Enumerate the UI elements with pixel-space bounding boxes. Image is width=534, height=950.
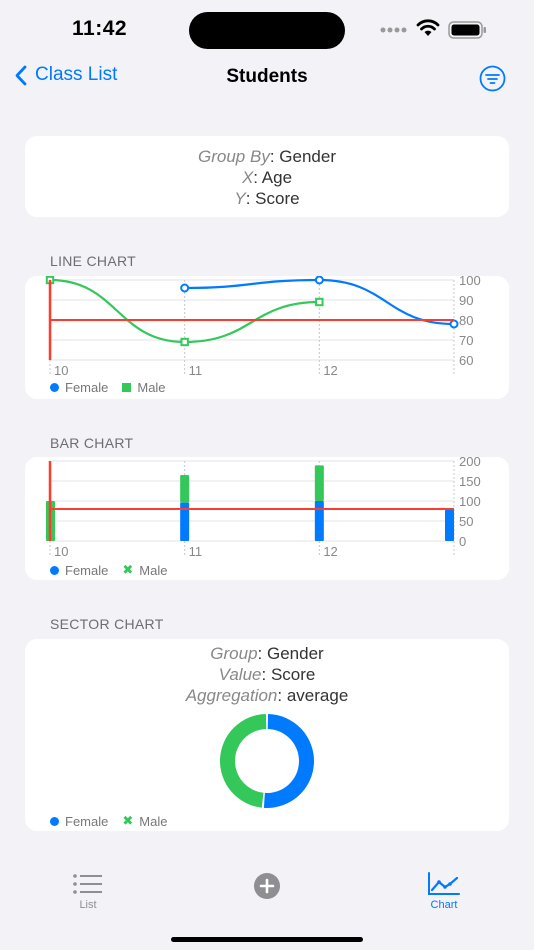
home-indicator <box>171 937 363 942</box>
chart-settings-card[interactable]: Group By: Gender X: Age Y: Score <box>25 136 509 217</box>
y-axis-row: Y: Score <box>234 189 300 208</box>
y-tick-label: 0 <box>459 534 466 549</box>
x-tick-label: 10 <box>54 544 68 559</box>
chevron-left-icon <box>15 65 27 85</box>
line-chart-header: LINE CHART <box>50 253 136 269</box>
y-tick-label: 200 <box>459 457 481 469</box>
page-title: Students <box>226 66 308 87</box>
wifi-icon <box>416 19 440 36</box>
sector-group-row: Group: Gender <box>210 644 324 663</box>
x-tick-label: 11 <box>189 544 203 559</box>
tab-chart-label: Chart <box>430 899 458 911</box>
male-legend-marker: ✖ <box>122 813 134 828</box>
group-by-row: Group By: Gender <box>198 147 336 166</box>
chart-icon <box>428 872 460 895</box>
female-legend-marker <box>50 816 59 826</box>
x-tick-label: 10 <box>54 363 68 378</box>
navigation-bar: Class List Students <box>0 60 534 96</box>
bar-chart-legend: Female ✖ Male <box>50 562 167 578</box>
sector-value-row: Value: Score <box>218 665 316 684</box>
line-chart: 60 70 80 90 100 10 11 12 <box>45 276 481 378</box>
bar-chart-card: 0 50 100 150 200 10 11 12 Female ✖ Male <box>25 457 509 580</box>
x-tick-label: 12 <box>323 544 337 559</box>
male-legend-label: Male <box>137 380 166 395</box>
male-legend-label: Male <box>139 562 168 578</box>
x-axis-row: X: Age <box>241 168 293 187</box>
donut-chart <box>220 714 314 808</box>
tab-list[interactable]: List <box>48 872 128 911</box>
tab-list-label: List <box>79 899 97 911</box>
line-chart-legend: Female Male <box>50 380 166 395</box>
cellular-signal-icon <box>380 27 407 33</box>
male-legend-label: Male <box>139 813 168 829</box>
female-legend-marker <box>50 383 59 392</box>
female-legend-label: Female <box>65 562 109 578</box>
male-slice <box>220 714 267 808</box>
male-bar <box>314 465 324 501</box>
x-tick-label: 12 <box>323 363 337 378</box>
plus-circle-icon <box>254 873 280 899</box>
female-data-point <box>180 283 190 293</box>
female-legend-label: Female <box>65 813 109 829</box>
sector-chart-legend: Female ✖ Male <box>50 813 167 829</box>
male-bar <box>180 475 190 503</box>
y-tick-label: 60 <box>459 353 473 368</box>
female-slice <box>263 714 314 808</box>
male-legend-marker <box>122 383 132 392</box>
filter-icon[interactable] <box>479 65 506 92</box>
status-bar: 11:42 <box>0 0 534 60</box>
bar-chart-header: BAR CHART <box>50 435 134 451</box>
sector-chart-header: SECTOR CHART <box>50 616 164 632</box>
tab-chart[interactable]: Chart <box>404 872 484 911</box>
y-tick-label: 80 <box>459 313 473 328</box>
line-chart-card: 60 70 80 90 100 10 11 12 Female Male <box>25 276 509 399</box>
male-legend-marker: ✖ <box>122 562 134 577</box>
sector-aggregation-row: Aggregation: average <box>185 686 349 705</box>
female-legend-label: Female <box>65 380 109 395</box>
back-button-label: Class List <box>35 64 118 85</box>
female-data-point <box>314 276 324 285</box>
bar-chart: 0 50 100 150 200 10 11 12 <box>46 457 481 559</box>
dynamic-island <box>189 12 345 49</box>
female-data-point <box>449 319 459 329</box>
y-tick-label: 100 <box>459 494 481 509</box>
tab-add[interactable] <box>227 872 307 903</box>
y-tick-label: 90 <box>459 293 473 308</box>
female-legend-marker <box>50 565 59 575</box>
sector-chart-card: Group: Gender Value: Score Aggregation: … <box>25 639 509 831</box>
male-data-point <box>180 337 189 347</box>
male-data-point <box>315 297 324 307</box>
female-bar <box>445 509 454 541</box>
y-tick-label: 150 <box>459 474 481 489</box>
female-bar <box>180 502 190 541</box>
female-bar <box>314 501 324 541</box>
battery-icon <box>448 21 486 39</box>
y-tick-label: 50 <box>459 514 473 529</box>
x-tick-label: 11 <box>189 363 203 378</box>
status-time: 11:42 <box>72 17 128 40</box>
back-button[interactable]: Class List <box>14 64 117 86</box>
y-tick-label: 100 <box>459 276 481 288</box>
sector-chart-settings: Group: Gender Value: Score Aggregation: … <box>25 643 509 706</box>
list-icon <box>73 874 102 894</box>
tab-bar: List Chart <box>0 860 534 950</box>
y-tick-label: 70 <box>459 333 473 348</box>
